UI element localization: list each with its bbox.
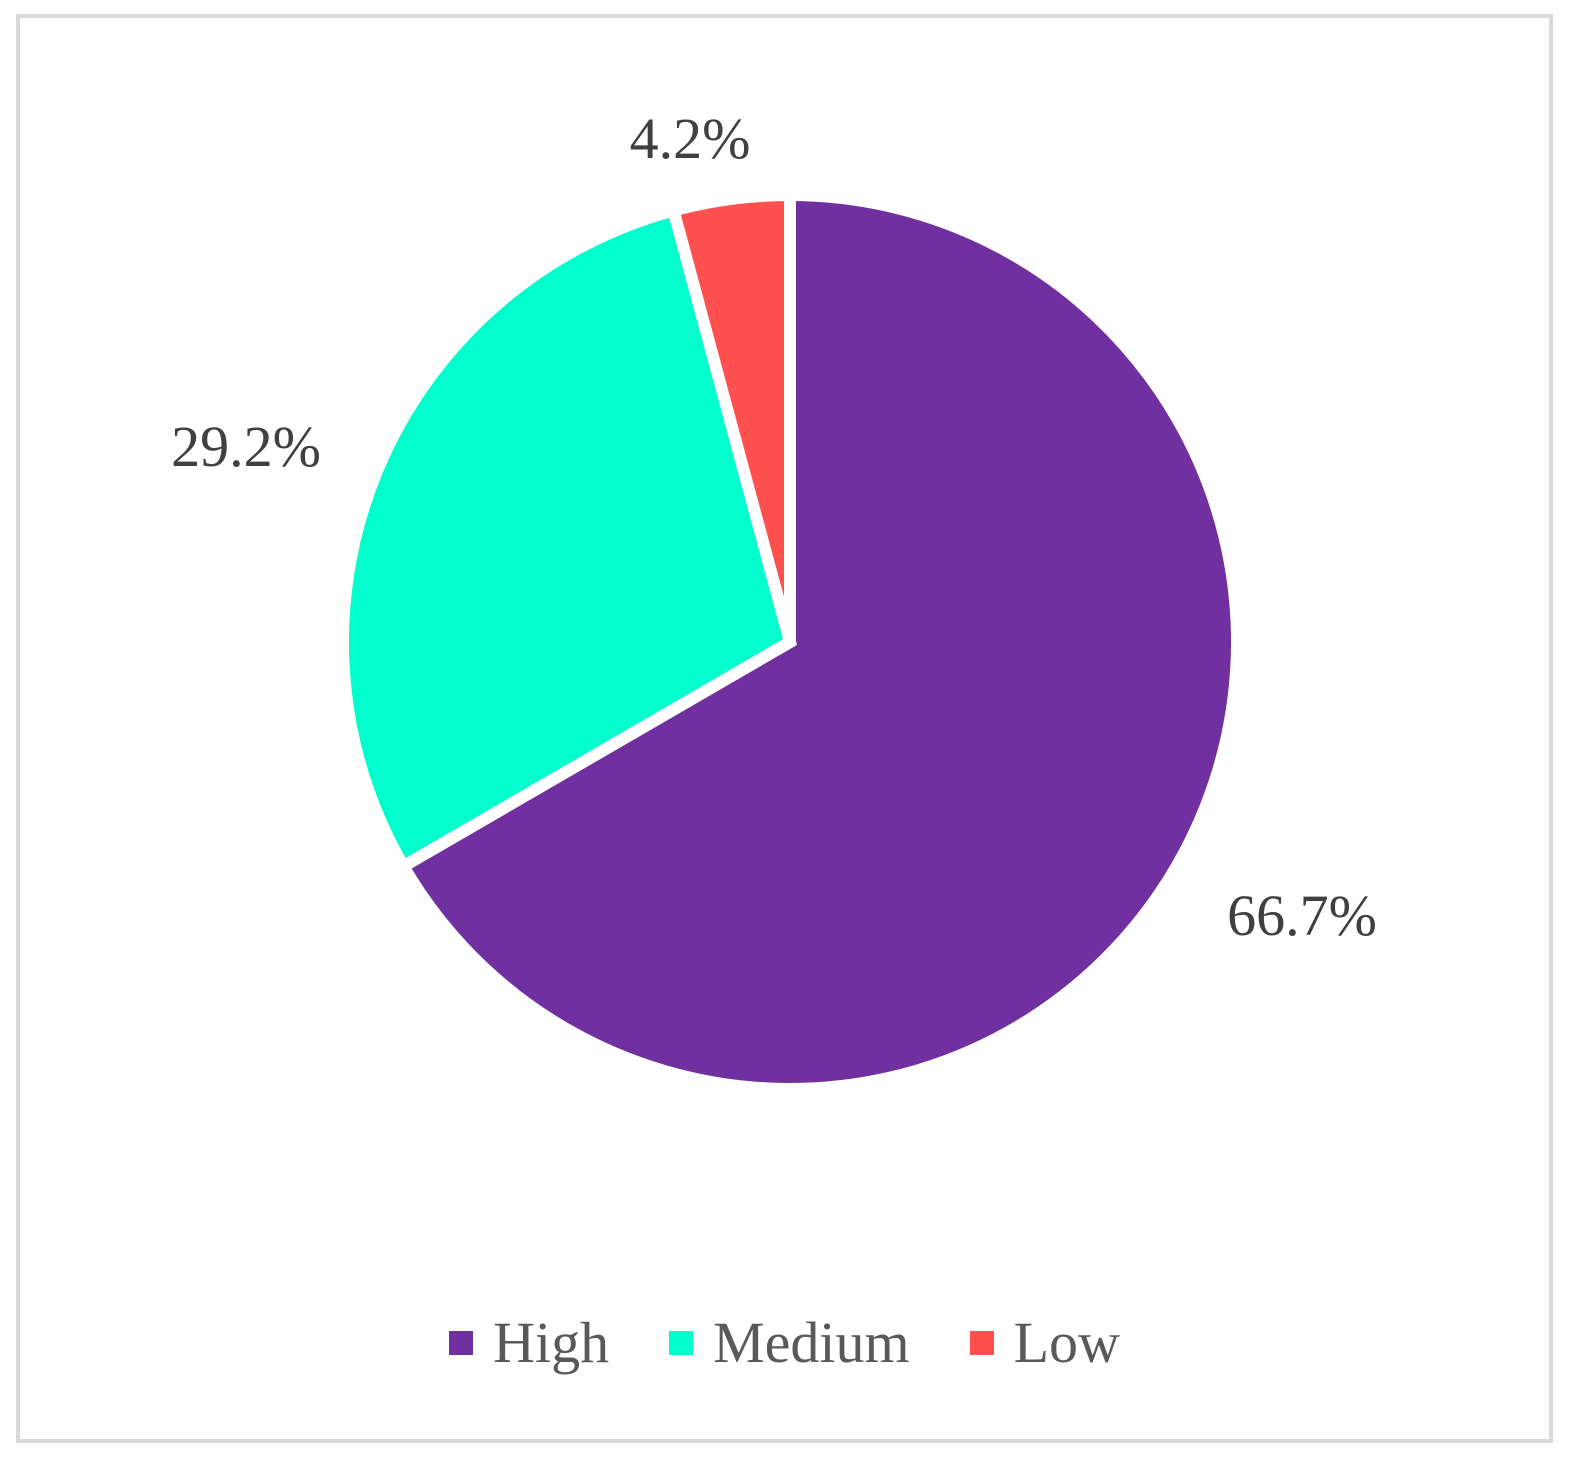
legend-item-medium: Medium	[669, 1314, 910, 1372]
slice-label-high: 66.7%	[1227, 883, 1377, 948]
pie-chart: 66.7% 29.2% 4.2%	[171, 106, 1377, 1095]
slice-label-medium: 29.2%	[171, 414, 321, 479]
legend: High Medium Low	[20, 1308, 1549, 1378]
legend-item-low: Low	[969, 1310, 1120, 1375]
pie-labels: 66.7% 29.2% 4.2%	[171, 106, 1377, 948]
legend-label-low: Low	[1013, 1310, 1120, 1375]
legend-label-high: High	[493, 1310, 610, 1375]
pie-slice-high	[395, 188, 1243, 1095]
chart-frame: 66.7% 29.2% 4.2% High Medium Low	[16, 14, 1553, 1443]
pie-slice-low	[666, 188, 796, 644]
legend-swatch-medium	[669, 1331, 694, 1355]
pie-slices	[337, 188, 1243, 1095]
legend-swatch-low	[969, 1331, 994, 1355]
legend-label-medium: Medium	[713, 1310, 910, 1375]
slice-label-low: 4.2%	[630, 106, 751, 171]
legend-item-high: High	[449, 1314, 609, 1372]
legend-swatch-high	[449, 1331, 474, 1355]
pie-slice-medium	[337, 203, 797, 875]
